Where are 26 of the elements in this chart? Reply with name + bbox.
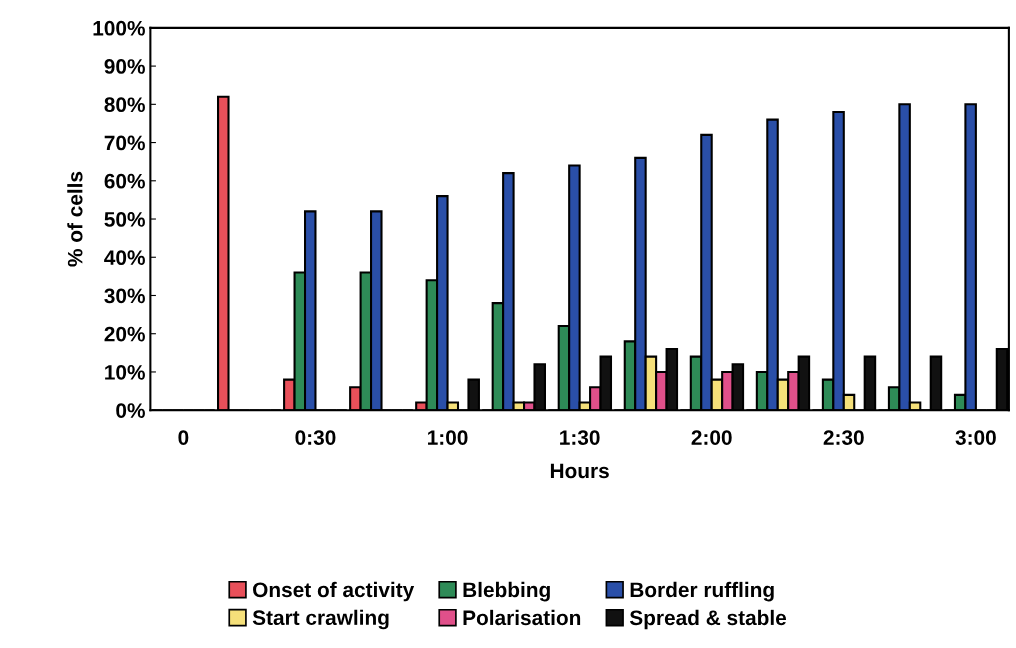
y-tick-label: 80%	[104, 97, 145, 113]
x-tick-label: 2:30	[823, 430, 864, 445]
y-tick-label: 40%	[104, 250, 145, 266]
y-tick-label: 30%	[104, 288, 145, 304]
y-tick-label: 0%	[116, 403, 145, 418]
x-tick-label: 1:30	[560, 430, 600, 445]
legend-label: Onset of activity	[253, 581, 415, 602]
y-axis-title: % of cells	[67, 171, 83, 267]
legend-label: Spread & stable	[629, 609, 787, 630]
x-axis-title: Hours	[550, 463, 609, 479]
legend-label: Polarisation	[463, 609, 581, 626]
y-tick-label: 60%	[104, 173, 145, 189]
legend-label: Border ruffling	[630, 581, 774, 602]
y-tick-label: 20%	[104, 326, 145, 342]
x-tick-label: 2:00	[691, 430, 732, 445]
x-tick-label: 0:30	[295, 430, 336, 445]
legend-label: Start crawling	[252, 609, 389, 630]
y-tick-label: 100%	[93, 20, 145, 36]
x-tick-label: 0	[178, 430, 189, 445]
x-tick-label: 3:00	[955, 430, 996, 445]
legend-label: Blebbing	[463, 581, 550, 602]
y-tick-label: 90%	[104, 59, 145, 74]
y-tick-label: 70%	[104, 135, 145, 151]
y-tick-label: 50%	[104, 212, 145, 227]
x-tick-label: 1:00	[428, 430, 468, 445]
y-tick-label: 10%	[105, 364, 145, 380]
